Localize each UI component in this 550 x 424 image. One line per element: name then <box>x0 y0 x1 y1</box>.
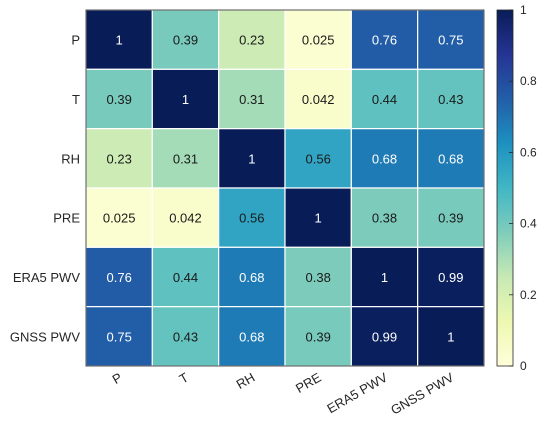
heatmap-cell <box>284 68 352 130</box>
y-tick-label: ERA5 PWV <box>13 270 81 285</box>
colorbar: 0 0.2 0.4 0.6 0.8 1 <box>496 3 537 373</box>
colorbar-tick-label: 1 <box>520 3 527 17</box>
heatmap-cell <box>417 128 485 189</box>
cell-value-label: 0.56 <box>306 151 331 166</box>
cell-value-label: 0.99 <box>372 329 397 344</box>
cell-value-label: 1 <box>381 270 388 285</box>
heatmap-cell <box>151 68 220 130</box>
heatmap-cell <box>350 128 419 189</box>
cell-value-label: 0.43 <box>438 92 463 107</box>
heatmap-cell <box>218 246 286 308</box>
cell-value-label: 0.75 <box>438 33 463 48</box>
cell-value-label: 0.39 <box>173 33 198 48</box>
heatmap-cell <box>284 128 352 189</box>
cell-value-label: 0.76 <box>107 270 132 285</box>
cell-value-label: 0.025 <box>103 211 136 226</box>
colorbar-tick-label: 0.2 <box>520 288 537 302</box>
colorbar-tick-label: 0.8 <box>520 74 537 88</box>
heatmap-cell <box>350 187 419 248</box>
heatmap-cell <box>218 187 286 248</box>
y-tick-label: P <box>71 33 80 48</box>
colorbar-tick-labels: 0 0.2 0.4 0.6 0.8 1 <box>520 3 537 373</box>
cell-value-label: 0.39 <box>306 329 331 344</box>
y-tick-label: PRE <box>53 211 80 226</box>
cell-value-label: 0.042 <box>302 92 335 107</box>
y-tick-label: RH <box>61 151 80 166</box>
cell-value-label: 0.39 <box>107 92 132 107</box>
heatmap-cell-labels: 1 0.39 0.23 0.025 0.76 0.75 0.39 1 0.31 0.042 0.44… <box>103 33 464 345</box>
cell-value-label: 0.44 <box>173 270 198 285</box>
y-tick-label: GNSS PWV <box>10 329 80 344</box>
heatmap-cell <box>284 246 352 308</box>
cell-value-label: 0.23 <box>239 33 264 48</box>
cell-value-label: 0.38 <box>372 211 397 226</box>
heatmap-cell <box>151 187 220 248</box>
x-tick-label: T <box>177 370 191 387</box>
heatmap-cell <box>417 306 485 367</box>
heatmap-cell <box>85 306 153 367</box>
heatmap-cell <box>151 9 220 70</box>
cell-value-label: 0.68 <box>239 329 264 344</box>
heatmap-cell <box>350 246 419 308</box>
cell-value-label: 1 <box>315 211 322 226</box>
cell-value-label: 0.025 <box>302 33 335 48</box>
cell-value-label: 1 <box>182 92 189 107</box>
cell-value-label: 0.31 <box>173 151 198 166</box>
heatmap-cell <box>417 9 485 70</box>
colorbar-tick-label: 0.4 <box>520 217 537 231</box>
cell-value-label: 1 <box>248 151 255 166</box>
cell-value-label: 0.68 <box>438 151 463 166</box>
cell-value-label: 0.68 <box>239 270 264 285</box>
cell-value-label: 0.99 <box>438 270 463 285</box>
cell-value-label: 0.44 <box>372 92 397 107</box>
colorbar-tick-label: 0 <box>520 359 527 373</box>
x-tick-label: RH <box>234 370 258 392</box>
y-tick-label: T <box>72 92 80 107</box>
colorbar-tick-label: 0.6 <box>520 145 537 159</box>
heatmap-cell <box>85 246 153 308</box>
cell-value-label: 0.43 <box>173 329 198 344</box>
plot-border <box>85 9 485 367</box>
cell-value-label: 0.31 <box>239 92 264 107</box>
x-tick-label: ERA5 PWV <box>324 369 390 416</box>
cell-value-label: 0.68 <box>372 151 397 166</box>
cell-value-label: 0.76 <box>372 33 397 48</box>
x-tick-label: GNSS PWV <box>388 369 456 417</box>
heatmap-cell <box>151 128 220 189</box>
y-axis-tick-labels: P T RH PRE ERA5 PWV GNSS PWV <box>10 33 80 345</box>
cell-value-label: 0.75 <box>107 329 132 344</box>
cell-value-label: 0.042 <box>169 211 202 226</box>
x-tick-label: P <box>110 370 125 387</box>
cell-value-label: 0.38 <box>306 270 331 285</box>
heatmap-cell <box>85 187 153 248</box>
heatmap-cells <box>85 9 485 367</box>
cell-value-label: 0.39 <box>438 211 463 226</box>
cell-value-label: 0.23 <box>107 151 132 166</box>
colorbar-gradient <box>496 9 514 367</box>
cell-value-label: 1 <box>447 329 454 344</box>
heatmap-cell <box>85 9 153 70</box>
cell-value-label: 0.56 <box>239 211 264 226</box>
heatmap-cell <box>284 187 352 248</box>
heatmap-cell <box>417 68 485 130</box>
cell-value-label: 1 <box>116 33 123 48</box>
x-tick-label: PRE <box>293 369 324 396</box>
colorbar-tick-marks <box>509 9 513 367</box>
